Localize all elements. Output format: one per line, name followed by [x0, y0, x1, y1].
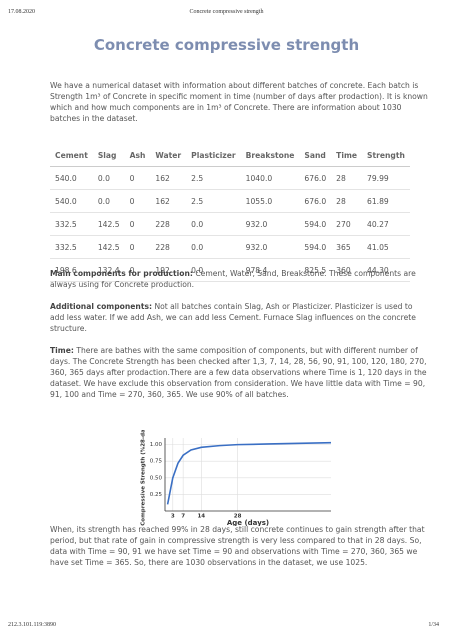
table-cell: 540.0 [50, 166, 93, 190]
column-header: Ash [124, 144, 151, 167]
table-cell: 825.5 [299, 258, 332, 282]
table-cell: 162 [150, 189, 187, 213]
table-cell: 0 [124, 258, 151, 282]
y-tick-label: 0.50 [150, 475, 163, 481]
table-cell: 228 [150, 235, 187, 259]
table-cell: 162 [150, 166, 187, 190]
section-heading: Time: [50, 346, 74, 355]
x-tick-label: 7 [181, 514, 185, 520]
section-text: Cement, Water, Sand, Breakstone. These c… [50, 269, 416, 289]
column-header: Water [150, 144, 187, 167]
table-cell: 0.0 [92, 189, 125, 213]
column-header: Sand [299, 144, 332, 167]
closing: When, its strength has reached 99% in 28… [50, 525, 425, 567]
table-cell: 0.0 [186, 258, 241, 282]
section: Additional components: Not all batches c… [50, 301, 428, 334]
table-cell: 978.4 [240, 258, 300, 282]
footer-url: 212.3.101.119:3890 [8, 622, 56, 628]
intro: We have a numerical dataset with informa… [50, 81, 428, 123]
table-cell: 360 [331, 258, 363, 282]
table-cell: 61.89 [362, 189, 410, 213]
table-cell: 676.0 [299, 166, 332, 190]
table-row: 540.0 0.0 0 162 2.5 1040.0 676.0 28 79.99 [50, 166, 410, 190]
y-axis-label: Compressive Strength (%28-day) [141, 430, 147, 526]
print-date: 17.08.2020 [8, 9, 35, 15]
column-header: Cement [50, 144, 93, 167]
column-header: Breakstone [240, 144, 300, 167]
table-cell: 79.99 [362, 166, 410, 190]
table-cell: 41.05 [362, 235, 410, 259]
table-cell: 2.5 [186, 189, 241, 213]
table-cell: 192 [150, 258, 187, 282]
table-cell: 0 [124, 235, 151, 259]
x-tick-label: 28 [234, 514, 242, 520]
table-cell: 198.6 [50, 258, 93, 282]
section: Main components for production: Cement, … [50, 268, 428, 290]
section-text: There are bathes with the same compositi… [50, 346, 427, 399]
table-cell: 332.5 [50, 212, 93, 236]
table-row: 198.6 132.4 0 192 0.0 978.4 825.5 360 44.30 [50, 258, 410, 282]
table-cell: 1040.0 [240, 166, 300, 190]
table-cell: 132.4 [92, 258, 125, 282]
y-tick-label: 0.75 [150, 459, 163, 465]
y-tick-label: 1.00 [150, 442, 163, 448]
table-cell: 0 [124, 189, 151, 213]
column-header: Slag [92, 144, 125, 167]
table-cell: 142.5 [92, 212, 125, 236]
section-heading: Main components for production: [50, 269, 193, 278]
table-cell: 28 [331, 189, 363, 213]
table-cell: 0.0 [92, 166, 125, 190]
table-wrap: Cement Slag Ash Water Plasticizer Breakstone S… [50, 144, 410, 282]
table-cell: 2.5 [186, 166, 241, 190]
y-tick-label: 0.25 [150, 492, 163, 498]
table-cell: 594.0 [299, 212, 332, 236]
table-cell: 932.0 [240, 212, 300, 236]
table-cell: 142.5 [92, 235, 125, 259]
x-tick-label: 14 [197, 514, 205, 520]
footer-page: 1/34 [428, 622, 439, 628]
table-cell: 28 [331, 166, 363, 190]
line [166, 441, 332, 505]
table-cell: 1055.0 [240, 189, 300, 213]
print-title: Concrete compressive strength [189, 9, 264, 15]
x-tick-label: 3 [171, 514, 175, 520]
table-cell: 270 [331, 212, 363, 236]
table-cell: 0 [124, 166, 151, 190]
section-heading: Additional components: [50, 302, 153, 311]
table-cell: 44.30 [362, 258, 410, 282]
table-cell: 594.0 [299, 235, 332, 259]
table-cell: 676.0 [299, 189, 332, 213]
column-header: Strength [362, 144, 410, 167]
section: Time: There are bathes with the same com… [50, 345, 428, 400]
table-row: 540.0 0.0 0 162 2.5 1055.0 676.0 28 61.89 [50, 189, 410, 213]
column-header: Plasticizer [186, 144, 241, 167]
title: Concrete compressive strength [93, 36, 360, 54]
section-text: Not all batches contain Slag, Ash or Pla… [50, 302, 416, 333]
table-cell: 0.0 [186, 212, 241, 236]
table-cell: 540.0 [50, 189, 93, 213]
column-header: Time [331, 144, 363, 167]
table-cell: 365 [331, 235, 363, 259]
table-row: 332.5 142.5 0 228 0.0 932.0 594.0 270 40.27 [50, 212, 410, 236]
table-row: 332.5 142.5 0 228 0.0 932.0 594.0 365 41.05 [50, 235, 410, 259]
table-cell: 0.0 [186, 235, 241, 259]
table-cell: 40.27 [362, 212, 410, 236]
table: Cement Slag Ash Water Plasticizer Breakstone S… [50, 144, 410, 282]
table-cell: 332.5 [50, 235, 93, 259]
table-cell: 0 [124, 212, 151, 236]
table-cell: 228 [150, 212, 187, 236]
table-cell: 932.0 [240, 235, 300, 259]
x-axis-label: Age (days) [227, 519, 269, 526]
